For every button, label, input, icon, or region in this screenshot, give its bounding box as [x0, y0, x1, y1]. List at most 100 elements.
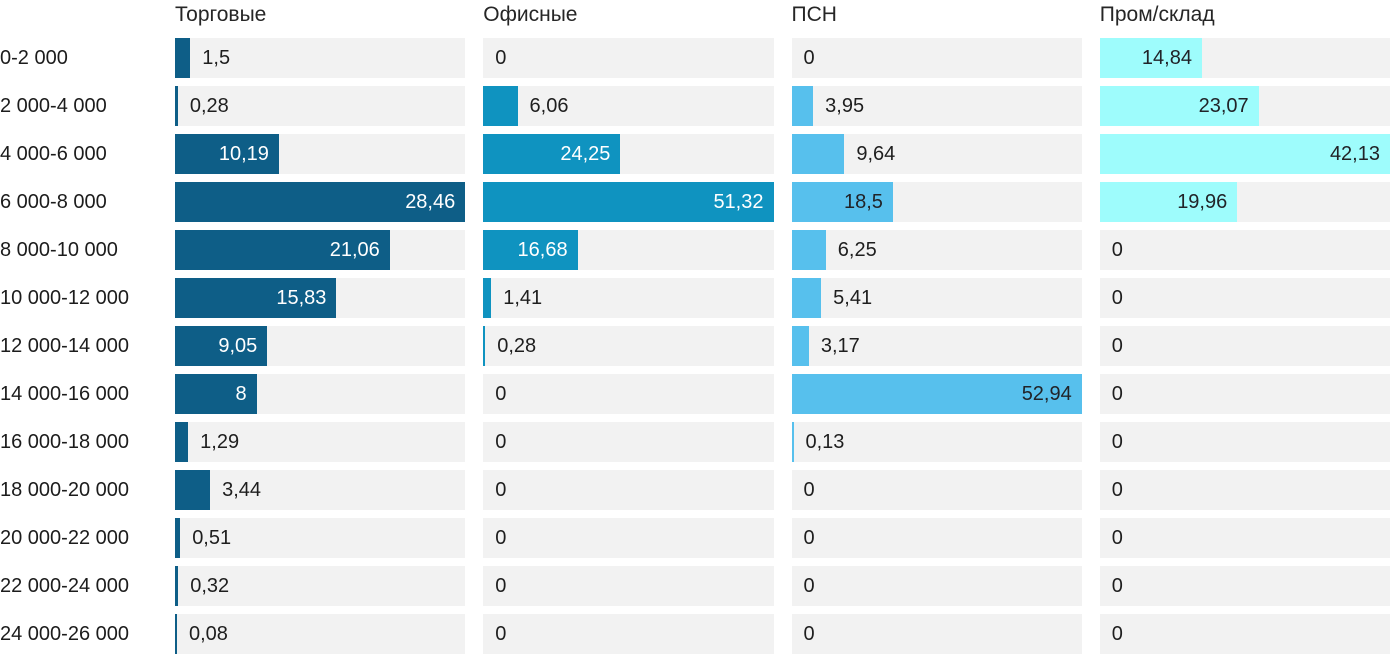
bar-fill: [483, 134, 621, 174]
bar-fill: [175, 86, 178, 126]
bar-track: 6,25: [791, 230, 1082, 270]
bar-fill: [791, 182, 893, 222]
bar-value-label: 0,32: [190, 575, 230, 597]
chart-row: 16 000-18 000 1,29 0 0,13 0: [0, 422, 1390, 462]
row-label: 12 000-14 000: [0, 334, 130, 357]
bar-track: 0: [483, 470, 774, 510]
bar-value-label: 1,29: [200, 431, 240, 453]
bar-track: 16,68: [483, 230, 774, 270]
bar-track: 42,13: [1099, 134, 1390, 174]
chart-row: 14 000-16 000 8 0 52,94 0: [0, 374, 1390, 414]
bar-track: 1,29: [175, 422, 466, 462]
bar-value-label: 0: [1111, 527, 1123, 549]
bar-value-label: 10,19: [218, 143, 269, 165]
bar-fill: [791, 374, 1082, 414]
bar-value-label: 6,06: [529, 95, 569, 117]
bar-track: 0,28: [483, 326, 774, 366]
bar-value-label: 0: [803, 575, 815, 597]
bar-value-label: 0,51: [192, 527, 232, 549]
bar-track: 0: [1099, 278, 1390, 318]
bar-track: 0,13: [791, 422, 1082, 462]
row-label: 2 000-4 000: [0, 94, 107, 117]
row-label: 24 000-26 000: [0, 622, 130, 645]
bar-track: 6,06: [483, 86, 774, 126]
row-label: 6 000-8 000: [0, 190, 107, 213]
bar-track: 0: [791, 566, 1082, 606]
bar-value-label: 0: [495, 431, 507, 453]
bar-value-label: 23,07: [1198, 95, 1249, 117]
bar-track: 0: [483, 518, 774, 558]
bar-value-label: 0: [803, 623, 815, 645]
bar-value-label: 0,28: [497, 335, 537, 357]
bar-fill: [483, 278, 492, 318]
bar-track: 0: [1099, 470, 1390, 510]
bar-track: 24,25: [483, 134, 774, 174]
chart-row: 22 000-24 000 0,32 0 0 0: [0, 566, 1390, 606]
bar-fill: [791, 230, 826, 270]
bar-value-label: 0: [495, 383, 507, 405]
bar-track: 18,5: [791, 182, 1082, 222]
bar-fill: [175, 470, 211, 510]
bar-value-label: 0: [1111, 479, 1123, 501]
bar-track: 5,41: [791, 278, 1082, 318]
bar-track: 1,5: [175, 38, 466, 78]
bar-value-label: 3,17: [820, 335, 860, 357]
chart-rows: 0-2 000 1,5 0 0 14,84 2 000-4 000 0,28 6,06 3,95…: [0, 38, 1390, 654]
bar-track: 28,46: [175, 182, 466, 222]
bar-value-label: 0: [1111, 335, 1123, 357]
bar-track: 21,06: [175, 230, 466, 270]
bar-value-label: 5,41: [833, 287, 873, 309]
row-label: 0-2 000: [0, 46, 68, 69]
bar-value-label: 21,06: [329, 239, 380, 261]
bar-track: 0,51: [175, 518, 466, 558]
bar-track: 0: [791, 38, 1082, 78]
bar-track: 0: [1099, 518, 1390, 558]
bar-fill: [175, 614, 177, 654]
bar-fill: [483, 230, 578, 270]
bar-track: 0: [1099, 614, 1390, 654]
bar-track: 0,32: [175, 566, 466, 606]
bar-fill: [483, 326, 486, 366]
bar-fill: [791, 134, 845, 174]
bar-fill: [791, 86, 814, 126]
bar-fill: [175, 422, 189, 462]
bar-track: 9,64: [791, 134, 1082, 174]
bar-value-label: 6,25: [837, 239, 877, 261]
bar-fill: [483, 86, 518, 126]
bar-value-label: 1,5: [202, 47, 231, 69]
bar-fill: [1099, 134, 1390, 174]
bar-fill: [791, 422, 794, 462]
chart-row: 18 000-20 000 3,44 0 0 0: [0, 470, 1390, 510]
bar-value-label: 0: [1111, 239, 1123, 261]
bar-track: 52,94: [791, 374, 1082, 414]
bar-fill: [1099, 86, 1259, 126]
bar-value-label: 0: [495, 623, 507, 645]
bar-fill: [175, 566, 179, 606]
row-label: 8 000-10 000: [0, 238, 118, 261]
bar-value-label: 9,05: [218, 335, 258, 357]
column-header-ofisnye: Офисные: [483, 3, 578, 26]
bar-track: 3,17: [791, 326, 1082, 366]
bar-track: 9,05: [175, 326, 466, 366]
row-label: 18 000-20 000: [0, 478, 130, 501]
row-label: 16 000-18 000: [0, 430, 130, 453]
bar-fill: [175, 518, 181, 558]
bar-track: 3,44: [175, 470, 466, 510]
chart-row: 20 000-22 000 0,51 0 0 0: [0, 518, 1390, 558]
bar-value-label: 51,32: [713, 191, 764, 213]
bar-track: 23,07: [1099, 86, 1390, 126]
bar-value-label: 0: [495, 527, 507, 549]
bar-value-label: 42,13: [1329, 143, 1380, 165]
bar-fill: [175, 38, 191, 78]
bar-value-label: 1,41: [503, 287, 543, 309]
bar-value-label: 3,95: [825, 95, 865, 117]
bar-fill: [175, 374, 257, 414]
bar-fill: [175, 134, 279, 174]
bar-fill: [791, 278, 822, 318]
bar-value-label: 0,28: [189, 95, 229, 117]
bar-track: 14,84: [1099, 38, 1390, 78]
bar-track: 0: [483, 38, 774, 78]
bar-value-label: 19,96: [1177, 191, 1228, 213]
chart-row: 10 000-12 000 15,83 1,41 5,41 0: [0, 278, 1390, 318]
chart-row: 0-2 000 1,5 0 0 14,84: [0, 38, 1390, 78]
